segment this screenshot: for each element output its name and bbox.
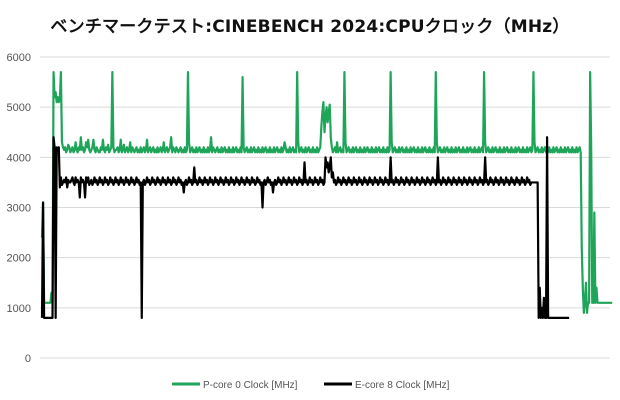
- y-tick-label: 0: [25, 353, 31, 365]
- legend-label-0: P-core 0 Clock [MHz]: [203, 380, 298, 391]
- y-axis-ticks: 0 1000 2000 3000 4000 5000 6000: [7, 52, 31, 365]
- chart-title: ベンチマークテスト:CINEBENCH 2024:CPUクロック（MHz）: [50, 17, 570, 37]
- legend-label-1: E-core 8 Clock [MHz]: [355, 380, 450, 391]
- gridlines: [40, 56, 610, 359]
- legend: P-core 0 Clock [MHz] E-core 8 Clock [MHz]: [172, 380, 450, 391]
- y-tick-label: 4000: [7, 152, 31, 164]
- y-tick-label: 6000: [7, 52, 31, 64]
- series-line-p-core-0: [40, 70, 613, 314]
- y-tick-label: 1000: [7, 303, 31, 315]
- series-line-e-core-8: [40, 136, 570, 319]
- y-tick-label: 5000: [7, 102, 31, 114]
- y-tick-label: 2000: [7, 253, 31, 265]
- series-lines: [40, 70, 613, 319]
- y-tick-label: 3000: [7, 203, 31, 215]
